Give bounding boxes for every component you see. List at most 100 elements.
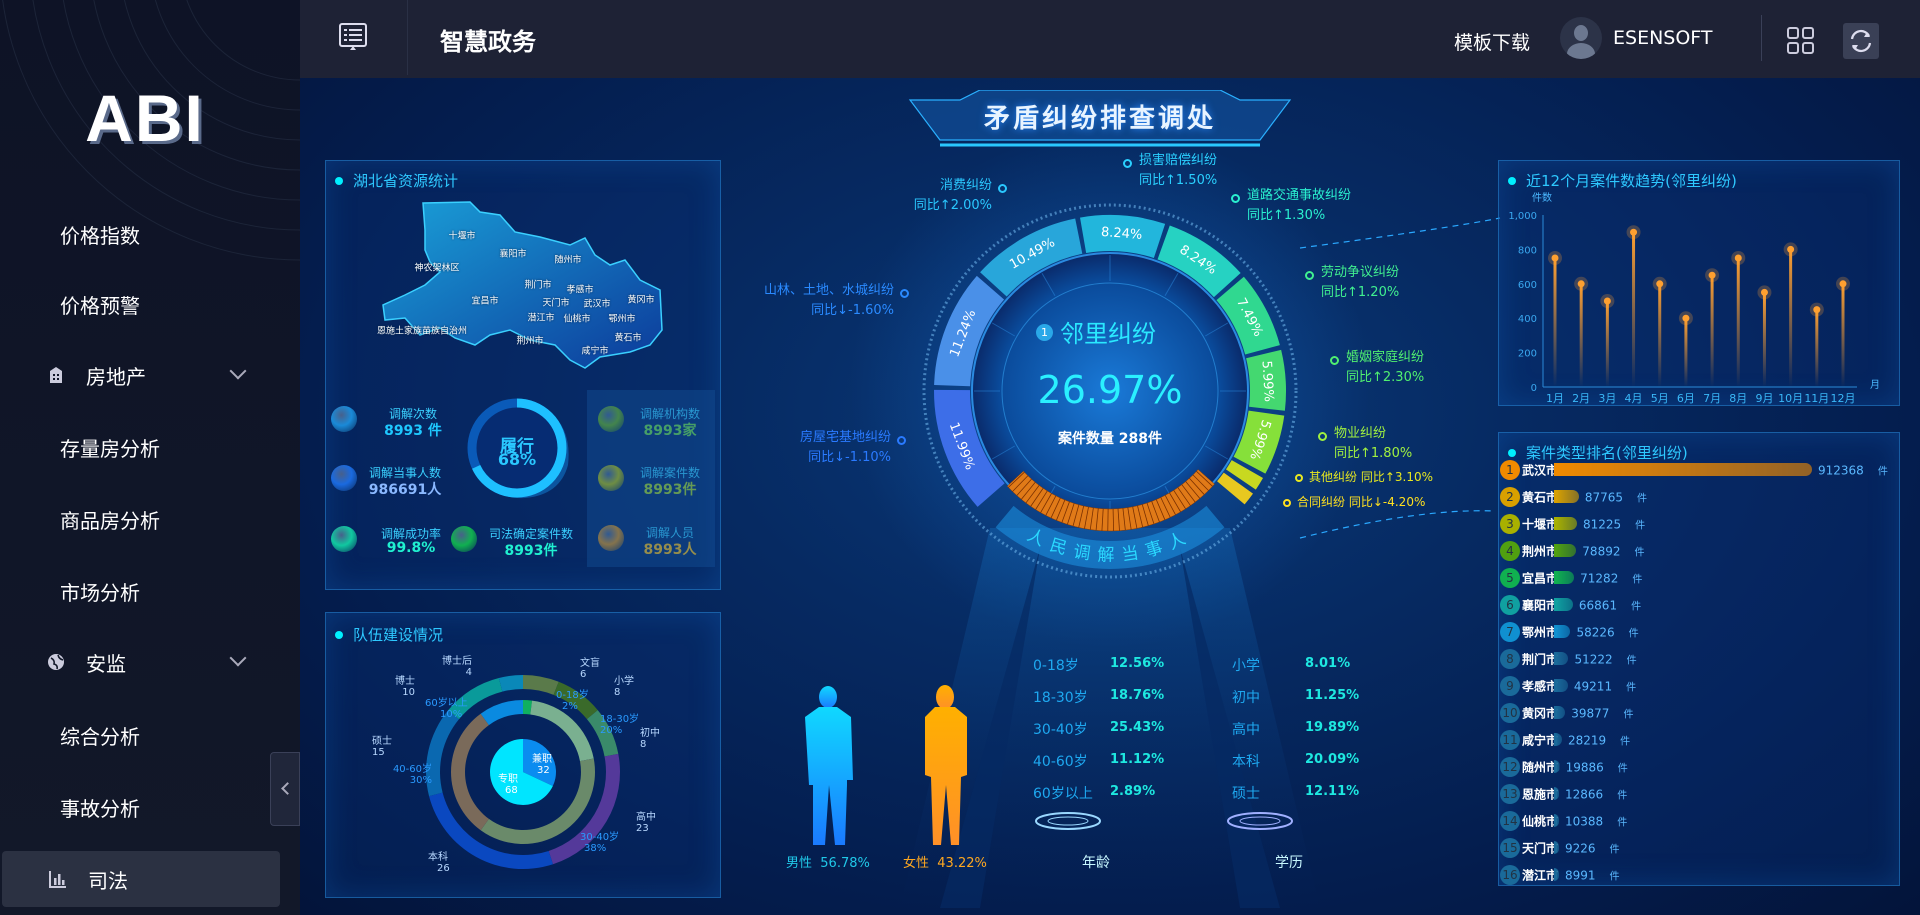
refresh-button[interactable] bbox=[1843, 23, 1879, 59]
map-city-label[interactable]: 潜江市 bbox=[527, 313, 555, 324]
rank-bar[interactable] bbox=[1554, 517, 1577, 530]
sidebar-item-4[interactable]: 商品房分析 bbox=[0, 491, 280, 547]
education-ring-segment-4[interactable] bbox=[429, 792, 553, 869]
map-city-label[interactable]: 恩施土家族苗族自治州 bbox=[376, 326, 468, 337]
donut-segment-8[interactable] bbox=[1225, 460, 1264, 490]
lollipop-dot[interactable] bbox=[1656, 280, 1664, 288]
age-ring-segment-4[interactable] bbox=[480, 700, 523, 726]
rank-bar[interactable] bbox=[1554, 706, 1566, 719]
map-city-label[interactable]: 荆门市 bbox=[524, 280, 552, 291]
donut-segment-9[interactable] bbox=[1217, 472, 1253, 505]
employment-pie-slice-1[interactable] bbox=[490, 739, 553, 805]
map-city-label[interactable]: 随州市 bbox=[554, 255, 582, 266]
rank-city-name[interactable]: 孝感市 bbox=[1522, 679, 1559, 694]
rank-bar[interactable] bbox=[1554, 625, 1571, 638]
map-city-label[interactable]: 十堰市 bbox=[448, 231, 476, 242]
sidebar-item-7[interactable]: 综合分析 bbox=[0, 707, 280, 763]
rank-bar[interactable] bbox=[1554, 652, 1569, 665]
sidebar-item-1[interactable]: 价格预警 bbox=[0, 276, 280, 332]
lollipop-dot[interactable] bbox=[1708, 271, 1716, 279]
sidebar-item-0[interactable]: 价格指数 bbox=[0, 206, 280, 262]
map-city-label[interactable]: 神农架林区 bbox=[414, 263, 460, 274]
map-city-label[interactable]: 鄂州市 bbox=[608, 314, 636, 325]
rank-bar[interactable] bbox=[1554, 463, 1812, 476]
education-ring-segment-6[interactable] bbox=[448, 678, 503, 720]
rank-bar[interactable] bbox=[1554, 733, 1562, 746]
rank-city-name[interactable]: 十堰市 bbox=[1522, 517, 1559, 532]
lollipop-dot[interactable] bbox=[1760, 288, 1768, 296]
age-ring-segment-0[interactable] bbox=[523, 700, 533, 715]
donut-segment-5[interactable] bbox=[1216, 276, 1280, 355]
lollipop-dot[interactable] bbox=[1813, 306, 1821, 314]
lollipop-dot[interactable] bbox=[1551, 254, 1559, 262]
education-ring-segment-3[interactable] bbox=[548, 753, 620, 865]
donut-segment-0[interactable] bbox=[934, 389, 1005, 507]
rank-city-name[interactable]: 黄石市 bbox=[1522, 490, 1559, 505]
map-city-label[interactable]: 宜昌市 bbox=[471, 296, 499, 307]
map-city-label[interactable]: 荆州市 bbox=[516, 336, 544, 347]
user-name[interactable]: ESENSOFT bbox=[1613, 27, 1713, 49]
lollipop-dot[interactable] bbox=[1787, 245, 1795, 253]
rank-bar[interactable] bbox=[1554, 814, 1559, 827]
lollipop-dot[interactable] bbox=[1577, 280, 1585, 288]
rank-city-name[interactable]: 襄阳市 bbox=[1522, 598, 1559, 613]
donut-segment-1[interactable] bbox=[934, 275, 1005, 387]
education-ring-segment-1[interactable] bbox=[553, 681, 598, 720]
rank-bar[interactable] bbox=[1554, 544, 1577, 557]
map-city-label[interactable]: 黄石市 bbox=[614, 333, 642, 344]
rank-city-name[interactable]: 恩施市 bbox=[1522, 787, 1559, 802]
rank-city-name[interactable]: 随州市 bbox=[1522, 760, 1559, 775]
map-city-label[interactable]: 天门市 bbox=[542, 298, 570, 309]
rank-city-name[interactable]: 荆门市 bbox=[1522, 652, 1559, 667]
sidebar-item-6[interactable]: 安监 bbox=[0, 634, 280, 690]
donut-segment-7[interactable] bbox=[1233, 410, 1285, 474]
age-ring-segment-3[interactable] bbox=[451, 713, 489, 831]
rank-bar[interactable] bbox=[1554, 760, 1560, 773]
rank-city-name[interactable]: 潜江市 bbox=[1522, 868, 1559, 883]
rank-bar[interactable] bbox=[1554, 490, 1579, 503]
rank-city-name[interactable]: 天门市 bbox=[1522, 841, 1559, 856]
rank-bar[interactable] bbox=[1554, 679, 1568, 692]
education-ring-segment-5[interactable] bbox=[426, 710, 460, 797]
rank-city-name[interactable]: 武汉市 bbox=[1522, 463, 1559, 478]
donut-segment-2[interactable] bbox=[980, 218, 1083, 297]
rank-city-name[interactable]: 咸宁市 bbox=[1522, 733, 1559, 748]
collapse-sidebar-button[interactable] bbox=[270, 752, 300, 826]
hubei-map[interactable] bbox=[370, 195, 680, 385]
education-ring-segment-0[interactable] bbox=[523, 675, 559, 695]
rank-bar[interactable] bbox=[1554, 787, 1559, 800]
sidebar-item-2[interactable]: 房地产 bbox=[0, 347, 280, 403]
sidebar-item-3[interactable]: 存量房分析 bbox=[0, 419, 280, 475]
sidebar-item-9[interactable]: 司法 bbox=[2, 851, 280, 907]
rank-city-name[interactable]: 仙桃市 bbox=[1522, 814, 1559, 829]
rank-city-name[interactable]: 鄂州市 bbox=[1522, 625, 1559, 640]
employment-pie-slice-0[interactable] bbox=[523, 739, 556, 787]
sidebar-item-8[interactable]: 事故分析 bbox=[0, 779, 280, 835]
sidebar-item-5[interactable]: 市场分析 bbox=[0, 563, 280, 619]
rank-bar[interactable] bbox=[1554, 598, 1573, 611]
age-ring-segment-1[interactable] bbox=[530, 700, 594, 762]
rank-bar[interactable] bbox=[1554, 571, 1575, 584]
menu-toggle-button[interactable] bbox=[338, 22, 368, 52]
donut-segment-4[interactable] bbox=[1157, 225, 1241, 298]
rank-city-name[interactable]: 黄冈市 bbox=[1522, 706, 1559, 721]
education-ring-segment-2[interactable] bbox=[586, 710, 619, 757]
map-city-label[interactable]: 咸宁市 bbox=[581, 346, 609, 357]
map-city-label[interactable]: 黄冈市 bbox=[627, 295, 655, 306]
map-city-label[interactable]: 武汉市 bbox=[583, 299, 611, 310]
rank-city-name[interactable]: 宜昌市 bbox=[1522, 571, 1559, 586]
template-download-link[interactable]: 模板下载 bbox=[1454, 32, 1531, 54]
lollipop-dot[interactable] bbox=[1603, 297, 1611, 305]
map-city-label[interactable]: 襄阳市 bbox=[499, 249, 527, 260]
age-ring-segment-2[interactable] bbox=[480, 758, 595, 844]
grid-view-button[interactable] bbox=[1787, 27, 1815, 55]
rank-bar[interactable] bbox=[1554, 868, 1559, 881]
education-ring-segment-7[interactable] bbox=[498, 675, 523, 692]
donut-segment-3[interactable] bbox=[1080, 215, 1166, 259]
lollipop-dot[interactable] bbox=[1682, 314, 1690, 322]
donut-segment-6[interactable] bbox=[1246, 349, 1286, 411]
lollipop-dot[interactable] bbox=[1839, 280, 1847, 288]
map-city-label[interactable]: 孝感市 bbox=[566, 285, 594, 296]
lollipop-dot[interactable] bbox=[1630, 228, 1638, 236]
rank-city-name[interactable]: 荆州市 bbox=[1522, 544, 1559, 559]
